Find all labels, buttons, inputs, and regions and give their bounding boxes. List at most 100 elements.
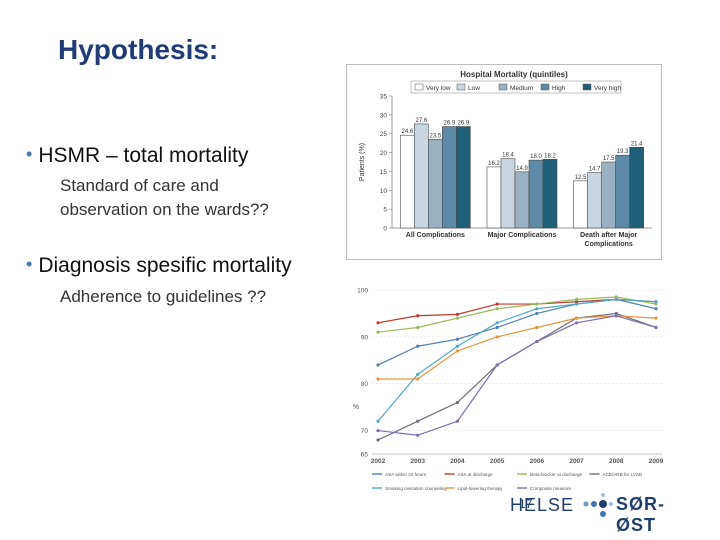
line-x-tick-label: 2004 (450, 458, 465, 465)
bar (400, 134, 415, 229)
logo-region-text: SØR-ØST (616, 494, 665, 535)
data-point (614, 314, 618, 318)
legend-swatch (414, 83, 424, 91)
data-point (495, 321, 499, 325)
data-point (495, 335, 499, 339)
footer-logo: HELSE 17 SØR-ØST (510, 492, 700, 535)
line-x-tick-label: 2003 (410, 458, 425, 465)
data-point (416, 325, 420, 330)
data-point (416, 372, 420, 376)
data-point (535, 339, 539, 344)
data-point (416, 344, 420, 348)
line-x-tick-label: 2006 (530, 458, 545, 465)
data-point (455, 337, 460, 341)
bar-value-label: 26.9 (443, 121, 455, 127)
bullet-diagnosis: • Diagnosis spesific mortality (26, 254, 292, 278)
bar-value-label: 24.6 (401, 129, 413, 135)
bar-value-label: 17.5 (603, 156, 615, 162)
bar-value-label: 14.9 (516, 166, 528, 172)
bar-y-tick-label: 25 (380, 131, 388, 138)
data-point (376, 363, 380, 367)
data-point (495, 302, 499, 306)
data-point (376, 330, 380, 334)
bar-value-label: 27.6 (415, 118, 427, 124)
bar-y-tick-label: 15 (380, 169, 388, 176)
line-legend-label: Lipid-lowering therapy (458, 486, 504, 491)
line-legend-label: ASA within 24 hours (385, 472, 427, 477)
data-point (376, 428, 380, 433)
bullet-diagnosis-text: Diagnosis spesific mortality (38, 254, 292, 277)
data-point (495, 307, 499, 311)
bar-y-axis-label: Patients (%) (359, 143, 366, 181)
line-x-tick-label: 2008 (609, 458, 624, 465)
bar-y-tick-label: 5 (383, 207, 387, 214)
data-point (535, 325, 539, 330)
bar-category-label: Death after Major (580, 232, 637, 239)
bar (428, 139, 443, 229)
slide-title: Hypothesis: (58, 34, 219, 65)
data-point (654, 302, 658, 306)
bar-category-label: All Complications (406, 232, 465, 239)
bar (514, 171, 530, 229)
bar-value-label: 19.3 (617, 149, 629, 155)
bullet-hsmr-detail-2: observation on the wards?? (60, 200, 269, 219)
legend-swatch (582, 83, 592, 91)
legend-label: Low (468, 85, 480, 92)
line-x-tick-label: 2009 (649, 458, 664, 465)
bar-value-label: 23.5 (429, 133, 441, 139)
data-point (495, 363, 499, 367)
bar-category-label: Major Complications (488, 232, 557, 239)
bullet-hsmr-detail-1: Standard of care and (60, 176, 219, 195)
data-point (416, 314, 420, 318)
bar-value-label: 26.9 (457, 121, 469, 127)
data-point (416, 377, 420, 381)
logo-helse-text: HELSE (510, 495, 575, 515)
bullet-diagnosis-detail-1: Adherence to guidelines ?? (60, 287, 267, 306)
legend-label: High (552, 85, 566, 92)
data-point (495, 325, 499, 330)
bar (414, 123, 429, 229)
data-point (455, 349, 460, 353)
data-point (574, 297, 579, 301)
line-legend-label: Smoking cessation counseling (385, 486, 447, 491)
bar (615, 154, 630, 229)
line-y-tick-label: 65 (361, 452, 369, 459)
line-y-tick-label: 80 (361, 381, 369, 388)
data-point (455, 312, 460, 316)
data-point (376, 377, 380, 381)
line-y-tick-label: 90 (361, 334, 369, 341)
legend-swatch (498, 83, 508, 91)
bar-value-label: 14.7 (589, 167, 601, 173)
data-point (654, 307, 658, 311)
logo-dots-icon (583, 493, 613, 517)
data-point (574, 321, 579, 325)
data-point (455, 316, 460, 320)
bar-y-tick-label: 35 (380, 94, 388, 101)
bar-value-label: 16.2 (488, 161, 500, 167)
page-number: 17 (519, 497, 533, 511)
bar-value-label: 18.2 (544, 153, 556, 159)
line-x-tick-label: 2007 (569, 458, 584, 465)
bar (486, 166, 502, 229)
data-point (416, 419, 420, 423)
bar-value-label: 21.4 (631, 141, 643, 147)
line-legend-label: Composite measure (530, 486, 572, 491)
data-point (535, 307, 539, 311)
data-point (416, 433, 420, 437)
data-point (654, 300, 658, 304)
bullet-dot-icon: • (26, 254, 33, 274)
bar (601, 161, 616, 229)
data-point (614, 311, 618, 316)
data-point (574, 316, 579, 320)
bar-value-label: 18.0 (530, 154, 542, 160)
bullet-hsmr-text: HSMR – total mortality (38, 144, 249, 167)
data-point (455, 400, 460, 405)
legend-swatch (540, 83, 550, 91)
data-point (654, 325, 658, 330)
quality-indicators-line-chart: 65 70 80 90 100% 2002 2003 2004 2005 2006 2007 2008… (353, 288, 664, 492)
data-point (535, 302, 539, 306)
line-legend-label: ACE/ARB for LVSD (603, 472, 643, 477)
data-point (614, 295, 618, 299)
line-legend-label: Beta-blocker at discharge (530, 472, 583, 477)
data-point (574, 302, 579, 306)
